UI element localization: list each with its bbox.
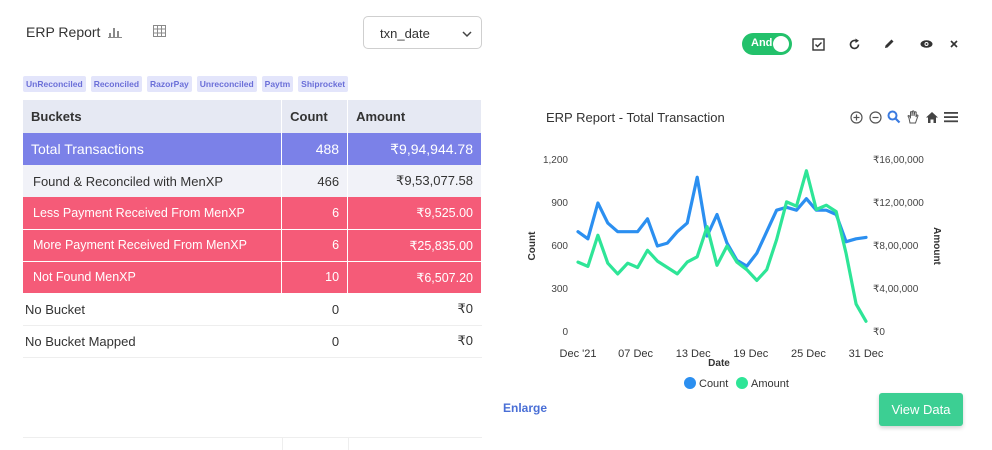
x-tick-label: 13 Dec	[676, 348, 711, 360]
y-left-tick-label: 0	[562, 327, 568, 338]
tag-razorpay[interactable]: RazorPay	[147, 76, 192, 92]
bucket-amount: ₹9,53,077.58	[347, 165, 482, 197]
bucket-count: 10	[281, 261, 349, 294]
chart-plot: 0 300 600 900 1,200 ₹0 ₹4,00,000 ₹8,00,000 ₹12,0…	[527, 155, 942, 390]
bucket-amount: ₹9,525.00	[347, 197, 482, 230]
zoom-out-icon[interactable]	[867, 109, 883, 125]
y-right-tick-label: ₹12,00,000	[873, 198, 924, 209]
bucket-amount: ₹0	[347, 325, 482, 358]
zoom-in-icon[interactable]	[848, 109, 864, 125]
y-right-tick-label: ₹8,00,000	[873, 241, 919, 252]
y-left-tick-label: 900	[551, 198, 568, 209]
transaction-chart: ERP Report - Total Transaction 0 300 600 90…	[500, 100, 970, 400]
bucket-amount: ₹25,835.00	[347, 229, 482, 262]
table-row[interactable]: No Bucket 0 ₹0	[23, 293, 482, 326]
x-tick-label: Dec '21	[560, 348, 597, 360]
col-header-amount: Amount	[347, 100, 482, 133]
table-row[interactable]: More Payment Received From MenXP 6 ₹25,8…	[23, 229, 482, 262]
chart-menu-icon[interactable]	[943, 109, 959, 125]
x-axis-title: Date	[708, 358, 730, 369]
y-left-axis-title: Count	[527, 231, 538, 261]
legend-label-count: Count	[699, 378, 728, 390]
eye-icon[interactable]	[917, 35, 935, 53]
y-left-tick-label: 300	[551, 284, 568, 295]
x-tick-label: 07 Dec	[618, 348, 653, 360]
table-footer-divider	[23, 437, 482, 450]
series-line-amount	[576, 169, 868, 323]
legend-marker-amount	[736, 377, 748, 389]
tag-shiprocket[interactable]: Shiprocket	[298, 76, 349, 92]
refresh-icon[interactable]	[845, 35, 863, 53]
table-row[interactable]: No Bucket Mapped 0 ₹0	[23, 325, 482, 358]
selection-zoom-icon[interactable]	[886, 109, 902, 125]
bucket-count: 488	[281, 133, 349, 165]
tag-unreconciled-2[interactable]: Unreconciled	[196, 76, 257, 92]
table-grid-icon[interactable]	[150, 22, 168, 40]
bucket-count: 0	[281, 325, 349, 358]
tag-reconciled[interactable]: Reconciled	[90, 76, 143, 92]
bucket-name: No Bucket	[23, 293, 283, 326]
bucket-count: 0	[281, 293, 349, 326]
home-reset-icon[interactable]	[924, 109, 940, 125]
table-row[interactable]: Less Payment Received From MenXP 6 ₹9,52…	[23, 197, 482, 230]
bucket-name: Total Transactions	[23, 133, 283, 165]
legend-label-amount: Amount	[751, 378, 789, 390]
x-tick-label: 19 Dec	[733, 348, 768, 360]
bucket-name: Found & Reconciled with MenXP	[23, 165, 283, 197]
divider	[348, 438, 349, 450]
pan-hand-icon[interactable]	[905, 109, 921, 125]
select-value: txn_date	[380, 26, 430, 41]
chevron-down-icon	[462, 27, 472, 42]
report-title: ERP Report	[26, 24, 101, 40]
date-field-select[interactable]: txn_date	[363, 16, 482, 49]
table-row[interactable]: Found & Reconciled with MenXP 466 ₹9,53,…	[23, 165, 482, 197]
y-right-tick-label: ₹4,00,000	[873, 284, 919, 295]
bucket-count: 6	[281, 229, 349, 262]
y-right-tick-label: ₹0	[873, 327, 885, 338]
bucket-amount: ₹0	[347, 293, 482, 326]
bucket-name: Not Found MenXP	[23, 261, 283, 294]
chart-toolbar	[848, 109, 959, 125]
y-left-tick-label: 600	[551, 241, 568, 252]
col-header-buckets: Buckets	[23, 100, 283, 133]
table-header-row: Buckets Count Amount	[23, 100, 482, 133]
enlarge-link[interactable]: Enlarge	[503, 401, 548, 415]
and-toggle[interactable]: And	[742, 33, 792, 55]
x-tick-label: 31 Dec	[849, 348, 884, 360]
bar-chart-icon[interactable]	[106, 22, 124, 40]
table-row[interactable]: Total Transactions 488 ₹9,94,944.78	[23, 133, 482, 165]
toggle-knob	[773, 36, 789, 52]
tag-unreconciled[interactable]: UnReconciled	[23, 76, 86, 92]
legend-marker-count	[684, 377, 696, 389]
chart-title: ERP Report - Total Transaction	[546, 110, 725, 125]
bucket-name: Less Payment Received From MenXP	[23, 197, 283, 230]
bucket-count: 466	[281, 165, 349, 197]
table-row[interactable]: Not Found MenXP 10 ₹6,507.20	[23, 261, 482, 294]
y-right-tick-label: ₹16,00,000	[873, 155, 924, 166]
filter-tags: UnReconciled Reconciled RazorPay Unrecon…	[23, 76, 349, 92]
tag-paytm[interactable]: Paytm	[261, 76, 294, 92]
y-right-axis-title: Amount	[931, 227, 942, 265]
buckets-table: Buckets Count Amount Total Transactions …	[23, 100, 482, 358]
bucket-count: 6	[281, 197, 349, 230]
edit-icon[interactable]	[880, 35, 898, 53]
bucket-amount: ₹6,507.20	[347, 261, 482, 294]
bucket-name: No Bucket Mapped	[23, 325, 283, 358]
close-icon[interactable]	[945, 35, 963, 53]
checkbox-icon[interactable]	[809, 35, 827, 53]
report-header: ERP Report txn_date And	[0, 0, 992, 70]
y-left-tick-label: 1,200	[543, 155, 568, 166]
x-tick-label: 25 Dec	[791, 348, 826, 360]
bucket-name: More Payment Received From MenXP	[23, 229, 283, 262]
toggle-label: And	[751, 37, 773, 49]
view-data-button[interactable]: View Data	[879, 393, 963, 426]
col-header-count: Count	[281, 100, 349, 133]
bucket-amount: ₹9,94,944.78	[347, 133, 482, 165]
divider	[282, 438, 283, 450]
